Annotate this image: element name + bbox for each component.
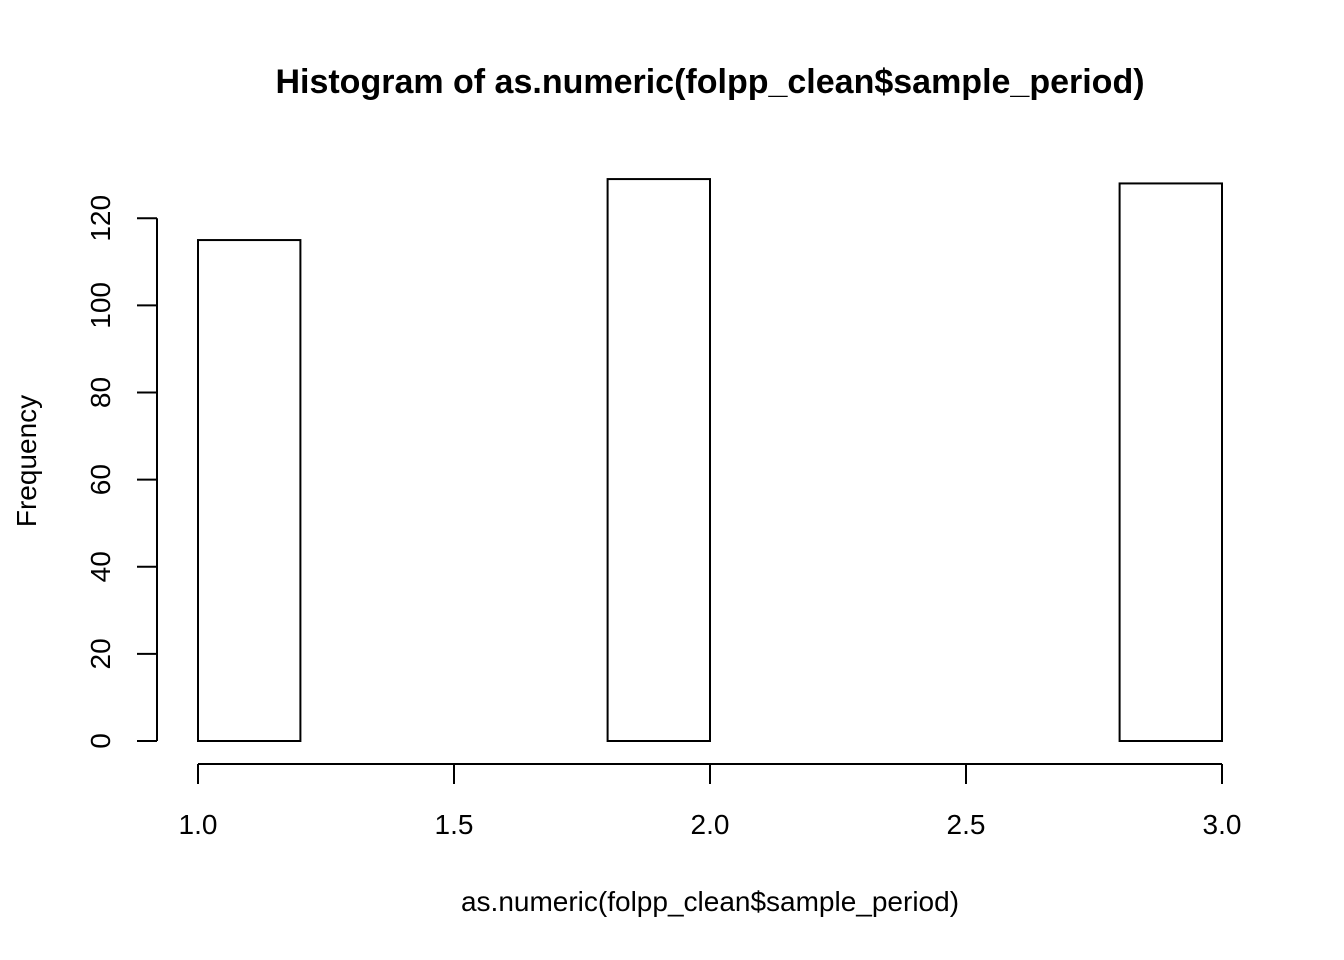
histogram-bar-4 bbox=[606, 178, 711, 743]
y-tick-label-6: 120 bbox=[85, 195, 116, 242]
x-tick-label-4: 3.0 bbox=[1203, 809, 1242, 840]
x-tick-label-1: 1.5 bbox=[435, 809, 474, 840]
y-tick-label-4: 80 bbox=[85, 377, 116, 408]
y-tick-label-3: 60 bbox=[85, 464, 116, 495]
y-axis: 0 20 40 60 80 100 120 bbox=[85, 195, 158, 749]
x-tick-label-3: 2.5 bbox=[947, 809, 986, 840]
y-tick-label-0: 0 bbox=[85, 733, 116, 749]
x-tick-label-0: 1.0 bbox=[179, 809, 218, 840]
x-axis-label: as.numeric(folpp_clean$sample_period) bbox=[461, 886, 959, 917]
y-tick-label-1: 20 bbox=[85, 638, 116, 669]
histogram-bar-9 bbox=[1118, 182, 1223, 742]
y-tick-label-2: 40 bbox=[85, 551, 116, 582]
y-axis-label: Frequency bbox=[11, 395, 42, 527]
x-tick-label-2: 2.0 bbox=[691, 809, 730, 840]
histogram-bar-0 bbox=[197, 239, 302, 742]
x-axis: 1.0 1.5 2.0 2.5 3.0 bbox=[179, 763, 1242, 840]
bars-group bbox=[197, 178, 1223, 743]
chart-title: Histogram of as.numeric(folpp_clean$samp… bbox=[275, 63, 1144, 101]
y-tick-label-5: 100 bbox=[85, 282, 116, 329]
